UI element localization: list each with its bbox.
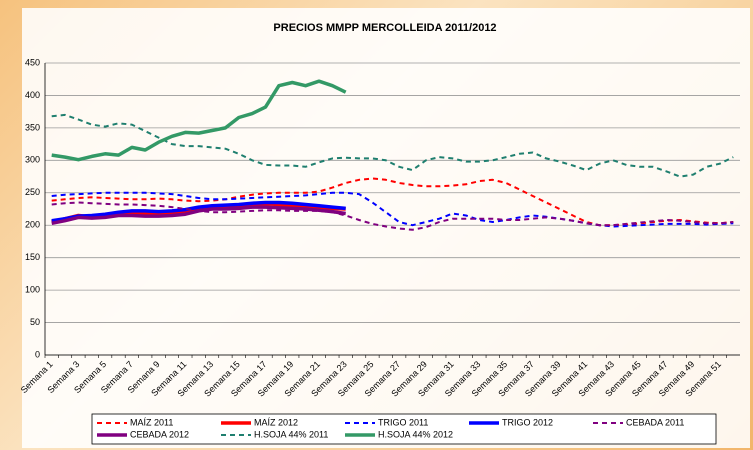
legend-label: CEBADA 2011 (626, 417, 684, 427)
y-tick-label: 50 (30, 317, 40, 327)
y-tick-label: 0 (35, 349, 40, 359)
y-tick-label: 450 (25, 57, 40, 67)
series-line (51, 205, 346, 226)
y-tick-label: 100 (25, 284, 40, 294)
chart-title: PRECIOS MMPP MERCOLLEIDA 2011/2012 (273, 22, 496, 34)
series-line (51, 79, 347, 162)
legend-label: MAÍZ 2012 (254, 417, 298, 427)
legend-label: TRIGO 2012 (502, 417, 553, 427)
y-tick-label: 200 (25, 220, 40, 230)
legend-box (91, 413, 717, 445)
legend-label: H.SOJA 44% 2012 (378, 429, 453, 439)
y-tick-label: 350 (25, 122, 40, 132)
y-tick-label: 250 (25, 187, 40, 197)
legend-label: MAÍZ 2011 (130, 417, 173, 427)
series-line (51, 201, 734, 231)
legend-label: TRIGO 2011 (378, 417, 428, 427)
legend-label: CEBADA 2012 (130, 429, 189, 439)
legend-label: H.SOJA 44% 2011 (254, 429, 328, 439)
chart-area (22, 8, 750, 448)
series-line (51, 200, 346, 223)
y-tick-label: 300 (25, 155, 40, 165)
y-tick-label: 400 (25, 90, 40, 100)
y-tick-label: 150 (25, 252, 40, 262)
series-line (51, 177, 734, 227)
